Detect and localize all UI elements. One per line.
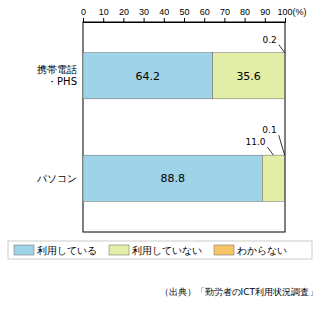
tick-mark: [245, 18, 246, 22]
tick-mark: [204, 18, 205, 22]
tick-label: 50: [179, 7, 189, 17]
tick: 20: [119, 7, 129, 22]
chart: 0 10 20 30 40 50 60 70 80 90 100(%) 64.2 35.6 0.2 88.8…: [0, 0, 328, 309]
tick: 100(%): [278, 7, 307, 22]
tick-label: 80: [240, 7, 250, 17]
tick-mark: [103, 18, 104, 22]
plot-frame: [83, 22, 285, 232]
category-label: パソコン: [36, 173, 77, 184]
tick: 30: [139, 7, 149, 22]
tick-mark: [144, 18, 145, 22]
tick: 40: [159, 7, 169, 22]
legend-frame: [8, 241, 312, 259]
tick-label: 60: [200, 7, 210, 17]
category-label-line: ・PHS: [47, 76, 77, 87]
tick-mark: [285, 18, 286, 22]
data-label: 35.6: [236, 70, 261, 83]
tick: 60: [200, 7, 210, 22]
tick: 0: [81, 7, 86, 22]
legend-swatch: [214, 245, 234, 255]
legend-label: 利用している: [37, 245, 97, 256]
tick-label: 40: [159, 7, 169, 17]
tick-mark: [265, 18, 266, 22]
label-leader: [267, 147, 273, 155]
tick-label: 100(%): [278, 7, 307, 17]
tick-label: 30: [139, 7, 149, 17]
tick-label: 70: [220, 7, 230, 17]
data-label: 64.2: [136, 70, 161, 83]
tick: 70: [220, 7, 230, 22]
data-labels: 64.2 35.6 0.2 88.8 11.0 0.1: [136, 35, 285, 185]
bar: [284, 53, 285, 99]
data-label: 0.1: [262, 125, 276, 135]
tick-label: 10: [99, 7, 109, 17]
tick-label: 0: [81, 7, 86, 17]
tick-mark: [123, 18, 124, 22]
data-label: 0.2: [262, 35, 276, 45]
bar: [213, 53, 285, 99]
tick-mark: [164, 18, 165, 22]
legend: 利用している 利用していない わからない: [8, 241, 312, 259]
category-labels: 携帯電話・PHS パソコン: [36, 64, 77, 183]
category-label-line: パソコン: [36, 173, 77, 184]
legend-label: 利用していない: [132, 245, 202, 256]
label-leader: [279, 45, 285, 53]
tick-mark: [184, 18, 185, 22]
tick-mark: [83, 18, 84, 22]
bars: [83, 53, 285, 202]
data-label: 11.0: [245, 137, 265, 147]
legend-swatch: [109, 245, 129, 255]
category-label: 携帯電話・PHS: [37, 64, 77, 87]
tick: 80: [240, 7, 250, 22]
tick-label: 20: [119, 7, 129, 17]
legend-swatch: [14, 245, 34, 255]
x-axis: 0 10 20 30 40 50 60 70 80 90 100(%): [81, 7, 307, 23]
category-label-line: 携帯電話: [37, 64, 77, 75]
label-leader: [279, 135, 285, 155]
tick: 90: [260, 7, 270, 22]
tick: 10: [99, 7, 109, 22]
tick: 50: [179, 7, 189, 22]
source-note: （出典）「勤労者のICT利用状況調査」: [160, 287, 318, 297]
tick-mark: [224, 18, 225, 22]
data-label: 88.8: [160, 172, 185, 185]
legend-label: わからない: [237, 245, 287, 256]
axis-line: [84, 18, 286, 23]
bar: [262, 155, 284, 201]
bar: [83, 53, 213, 99]
tick-label: 90: [260, 7, 270, 17]
bar: [284, 155, 285, 201]
bar: [83, 155, 262, 201]
